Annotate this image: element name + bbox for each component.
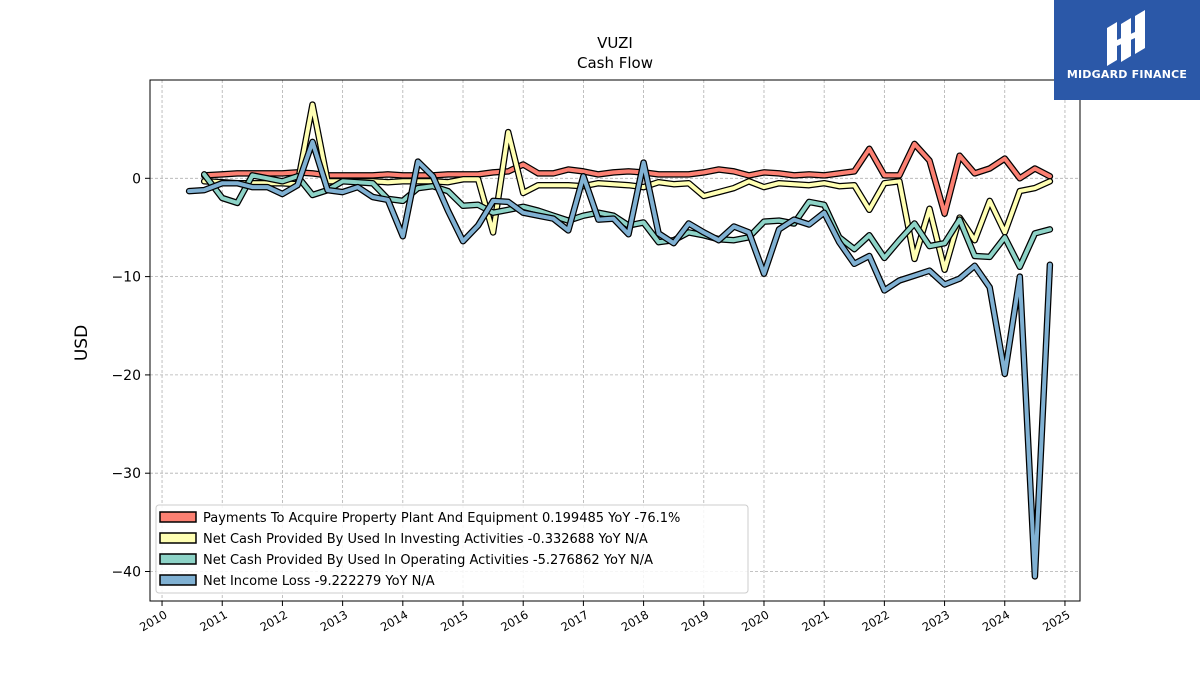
x-tick-label: 2010 xyxy=(137,607,169,634)
y-tick-label: 0 xyxy=(132,171,141,187)
x-tick-label: 2012 xyxy=(258,607,290,634)
y-tick-label: −10 xyxy=(111,270,141,286)
legend-box xyxy=(155,504,749,594)
x-tick-label: 2015 xyxy=(438,607,470,634)
legend-swatch-1 xyxy=(159,532,197,544)
x-tick-label: 2025 xyxy=(1040,607,1072,634)
y-tick-label: −20 xyxy=(111,368,141,384)
y-axis-label: USD xyxy=(72,325,92,361)
legend-swatch-0 xyxy=(159,511,197,523)
x-tick-label: 2024 xyxy=(980,607,1012,634)
x-tick-label: 2014 xyxy=(378,607,410,634)
brand-name: MIDGARD FINANCE xyxy=(1066,68,1188,81)
y-tick-label: −40 xyxy=(111,565,141,581)
legend-swatch-3 xyxy=(159,574,197,586)
brand-logo: MIDGARD FINANCE xyxy=(1054,0,1200,100)
legend-label-0: Payments To Acquire Property Plant And E… xyxy=(203,511,680,526)
x-tick-label: 2018 xyxy=(619,607,651,634)
series-line-0 xyxy=(202,141,1052,216)
legend-label-1: Net Cash Provided By Used In Investing A… xyxy=(203,532,648,547)
legend-label-2: Net Cash Provided By Used In Operating A… xyxy=(203,553,653,568)
chart-legend: Payments To Acquire Property Plant And E… xyxy=(155,504,749,594)
y-tick-label: −30 xyxy=(111,466,141,482)
x-tick-label: 2013 xyxy=(318,607,350,634)
x-tick-label: 2021 xyxy=(799,607,831,634)
legend-label-3: Net Income Loss -9.222279 YoY N/A xyxy=(203,574,435,589)
midgard-logo-icon xyxy=(1107,10,1145,66)
chart-title: VUZI xyxy=(597,34,633,52)
legend-swatch-2 xyxy=(159,553,197,565)
x-tick-label: 2019 xyxy=(679,607,711,634)
chart-subtitle: Cash Flow xyxy=(577,54,653,72)
plot-frame xyxy=(149,79,1081,602)
x-tick-label: 2020 xyxy=(739,607,771,634)
x-tick-label: 2017 xyxy=(559,607,591,634)
x-tick-label: 2016 xyxy=(498,607,530,634)
series-line-3 xyxy=(187,139,1052,579)
x-tick-label: 2023 xyxy=(920,607,952,634)
x-tick-label: 2011 xyxy=(197,607,229,634)
series-lines xyxy=(185,101,1054,580)
x-tick-label: 2022 xyxy=(860,607,892,634)
